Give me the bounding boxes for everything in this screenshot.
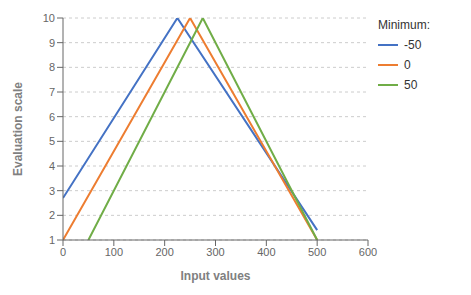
svg-text:6: 6 — [49, 111, 55, 123]
svg-text:100: 100 — [105, 246, 123, 258]
html-text:50: 50 — [404, 78, 418, 92]
html-text:0: 0 — [404, 58, 411, 72]
svg-text:300: 300 — [206, 246, 224, 258]
html-text:-50: -50 — [404, 38, 422, 52]
svg-text:10: 10 — [43, 12, 55, 24]
svg-text:Input values: Input values — [180, 269, 250, 283]
svg-text:200: 200 — [155, 246, 173, 258]
svg-text:500: 500 — [308, 246, 326, 258]
svg-text:1: 1 — [49, 234, 55, 246]
svg-text:7: 7 — [49, 86, 55, 98]
svg-text:400: 400 — [257, 246, 275, 258]
svg-text:Evaluation scale: Evaluation scale — [11, 82, 25, 176]
svg-text:8: 8 — [49, 61, 55, 73]
svg-text:0: 0 — [60, 246, 66, 258]
svg-text:3: 3 — [49, 185, 55, 197]
svg-text:4: 4 — [49, 160, 55, 172]
svg-text:5: 5 — [49, 135, 55, 147]
svg-text:600: 600 — [359, 246, 377, 258]
html-text:Minimum:: Minimum: — [378, 18, 430, 32]
svg-text:2: 2 — [49, 209, 55, 221]
svg-text:9: 9 — [49, 37, 55, 49]
